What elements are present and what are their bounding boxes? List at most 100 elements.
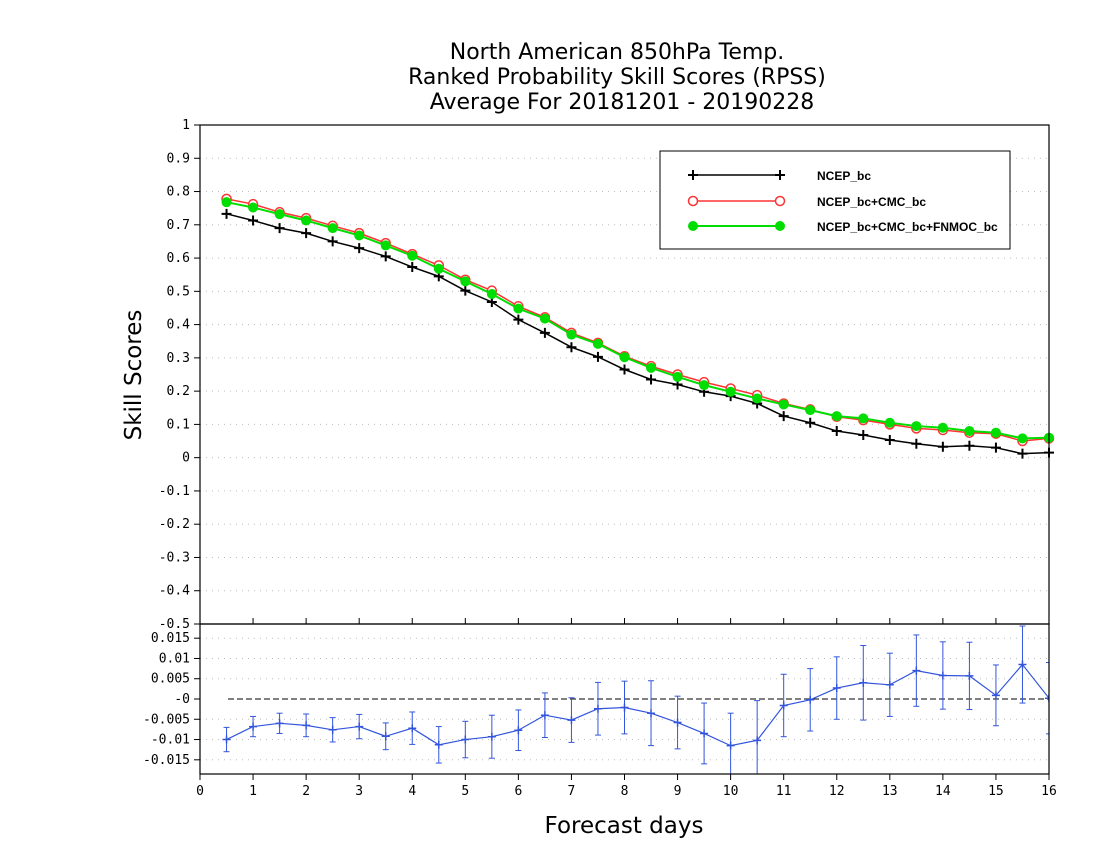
data-point bbox=[699, 380, 710, 391]
data-point bbox=[566, 329, 577, 340]
difference-point bbox=[328, 725, 337, 734]
title-line-3: Average For 20181201 - 20190228 bbox=[430, 90, 815, 115]
difference-point bbox=[991, 691, 1000, 700]
data-point bbox=[911, 438, 922, 449]
difference-point bbox=[461, 735, 470, 744]
x-tick-label: 14 bbox=[935, 784, 951, 799]
x-tick-label: 1 bbox=[249, 784, 257, 799]
data-point bbox=[301, 215, 312, 226]
data-point bbox=[274, 209, 285, 220]
x-ticks: 0 1 2 3 4 5 6 7 8 9 10 11 12 13 14 15 16 bbox=[196, 618, 1057, 799]
data-point bbox=[407, 250, 418, 261]
data-point bbox=[354, 230, 365, 241]
data-point bbox=[752, 393, 763, 404]
y-tick-label: -0.01 bbox=[151, 733, 190, 748]
x-tick-label: 3 bbox=[355, 784, 363, 799]
difference-point bbox=[567, 716, 576, 725]
data-point bbox=[937, 422, 948, 433]
y-tick-label: 0.9 bbox=[167, 151, 190, 166]
title-line-1: North American 850hPa Temp. bbox=[450, 40, 785, 65]
x-tick-label: 7 bbox=[568, 784, 576, 799]
data-point bbox=[858, 413, 869, 424]
y-tick-label: 0.4 bbox=[167, 318, 191, 333]
data-point bbox=[592, 351, 603, 362]
legend-item-ncep-cmc-fnmoc: NCEP_bc+CMC_bc+FNMOC_bc bbox=[688, 220, 998, 234]
x-tick-label: 2 bbox=[302, 784, 310, 799]
y-tick-label: 0.3 bbox=[167, 351, 190, 366]
data-point bbox=[274, 223, 285, 234]
difference-point bbox=[487, 732, 496, 741]
data-point bbox=[725, 386, 736, 397]
y-tick-label: 0.2 bbox=[167, 384, 190, 399]
difference-point bbox=[355, 722, 364, 731]
data-point bbox=[672, 371, 683, 382]
data-point bbox=[778, 399, 789, 410]
x-tick-label: 8 bbox=[621, 784, 629, 799]
y-tick-label: -0.2 bbox=[159, 517, 190, 532]
data-point bbox=[778, 411, 789, 422]
data-point bbox=[221, 197, 232, 208]
difference-point bbox=[912, 666, 921, 675]
data-point bbox=[805, 417, 816, 428]
difference-point bbox=[806, 695, 815, 704]
data-point bbox=[619, 364, 630, 375]
difference-point bbox=[832, 684, 841, 693]
difference-point bbox=[1018, 660, 1027, 669]
data-point bbox=[301, 228, 312, 239]
y-tick-label: 1 bbox=[182, 118, 190, 133]
data-point bbox=[1017, 433, 1028, 444]
y-tick-label: -0.1 bbox=[159, 484, 190, 499]
data-point bbox=[619, 352, 630, 363]
y-tick-label: -0.3 bbox=[159, 550, 190, 565]
difference-point bbox=[885, 680, 894, 689]
legend-box bbox=[659, 150, 1011, 250]
data-point bbox=[248, 202, 259, 213]
data-point bbox=[990, 427, 1001, 438]
difference-point bbox=[965, 671, 974, 680]
data-point bbox=[831, 426, 842, 437]
legend-label-ncep-cmc-fnmoc: NCEP_bc+CMC_bc+FNMOC_bc bbox=[817, 220, 998, 234]
legend: NCEP_bc NCEP_bc+CMC_bc NCEP_bc+CMC_bc+FN… bbox=[659, 150, 1011, 250]
difference-point bbox=[275, 719, 284, 728]
bottom-series-group bbox=[222, 625, 1049, 774]
data-point bbox=[539, 313, 550, 324]
bottom-panel-frame bbox=[199, 623, 1050, 775]
data-point bbox=[646, 374, 657, 385]
y-tick-label: 0.6 bbox=[167, 251, 190, 266]
difference-line bbox=[226, 663, 1049, 747]
data-point bbox=[566, 342, 577, 353]
difference-point bbox=[673, 718, 682, 727]
y-tick-label: 0.8 bbox=[167, 185, 190, 200]
data-point bbox=[884, 417, 895, 428]
y-tick-label: 0.1 bbox=[167, 417, 190, 432]
data-point bbox=[248, 215, 259, 226]
x-tick-label: 5 bbox=[461, 784, 469, 799]
difference-point bbox=[938, 671, 947, 680]
data-point bbox=[460, 276, 471, 287]
y-tick-label: -0.4 bbox=[159, 584, 190, 599]
y-tick-label: 0 bbox=[182, 451, 190, 466]
difference-point bbox=[540, 711, 549, 720]
data-point bbox=[911, 421, 922, 432]
difference-point bbox=[620, 703, 629, 712]
y-tick-label: -0 bbox=[174, 692, 190, 707]
x-tick-label: 6 bbox=[514, 784, 522, 799]
difference-point bbox=[779, 701, 788, 710]
difference-point bbox=[753, 736, 762, 745]
difference-point bbox=[381, 732, 390, 741]
data-point bbox=[964, 440, 975, 451]
data-point bbox=[486, 288, 497, 299]
data-point bbox=[407, 262, 418, 273]
data-point bbox=[990, 442, 1001, 453]
y-axis-label: Skill Scores bbox=[121, 310, 147, 441]
data-point bbox=[354, 243, 365, 254]
y-tick-label: -0.5 bbox=[159, 617, 190, 632]
difference-point bbox=[408, 724, 417, 733]
difference-point bbox=[647, 709, 656, 718]
difference-point bbox=[1045, 694, 1049, 703]
top-y-ticks: 1 0.9 0.8 0.7 0.6 0.5 0.4 0.3 0.2 0.1 0 -0.1 -0.2 -0.… bbox=[159, 118, 200, 632]
difference-point bbox=[700, 729, 709, 738]
chart-title: North American 850hPa Temp. Ranked Proba… bbox=[408, 40, 826, 115]
legend-marker-open-circle-right bbox=[774, 195, 786, 207]
x-tick-label: 0 bbox=[196, 784, 204, 799]
